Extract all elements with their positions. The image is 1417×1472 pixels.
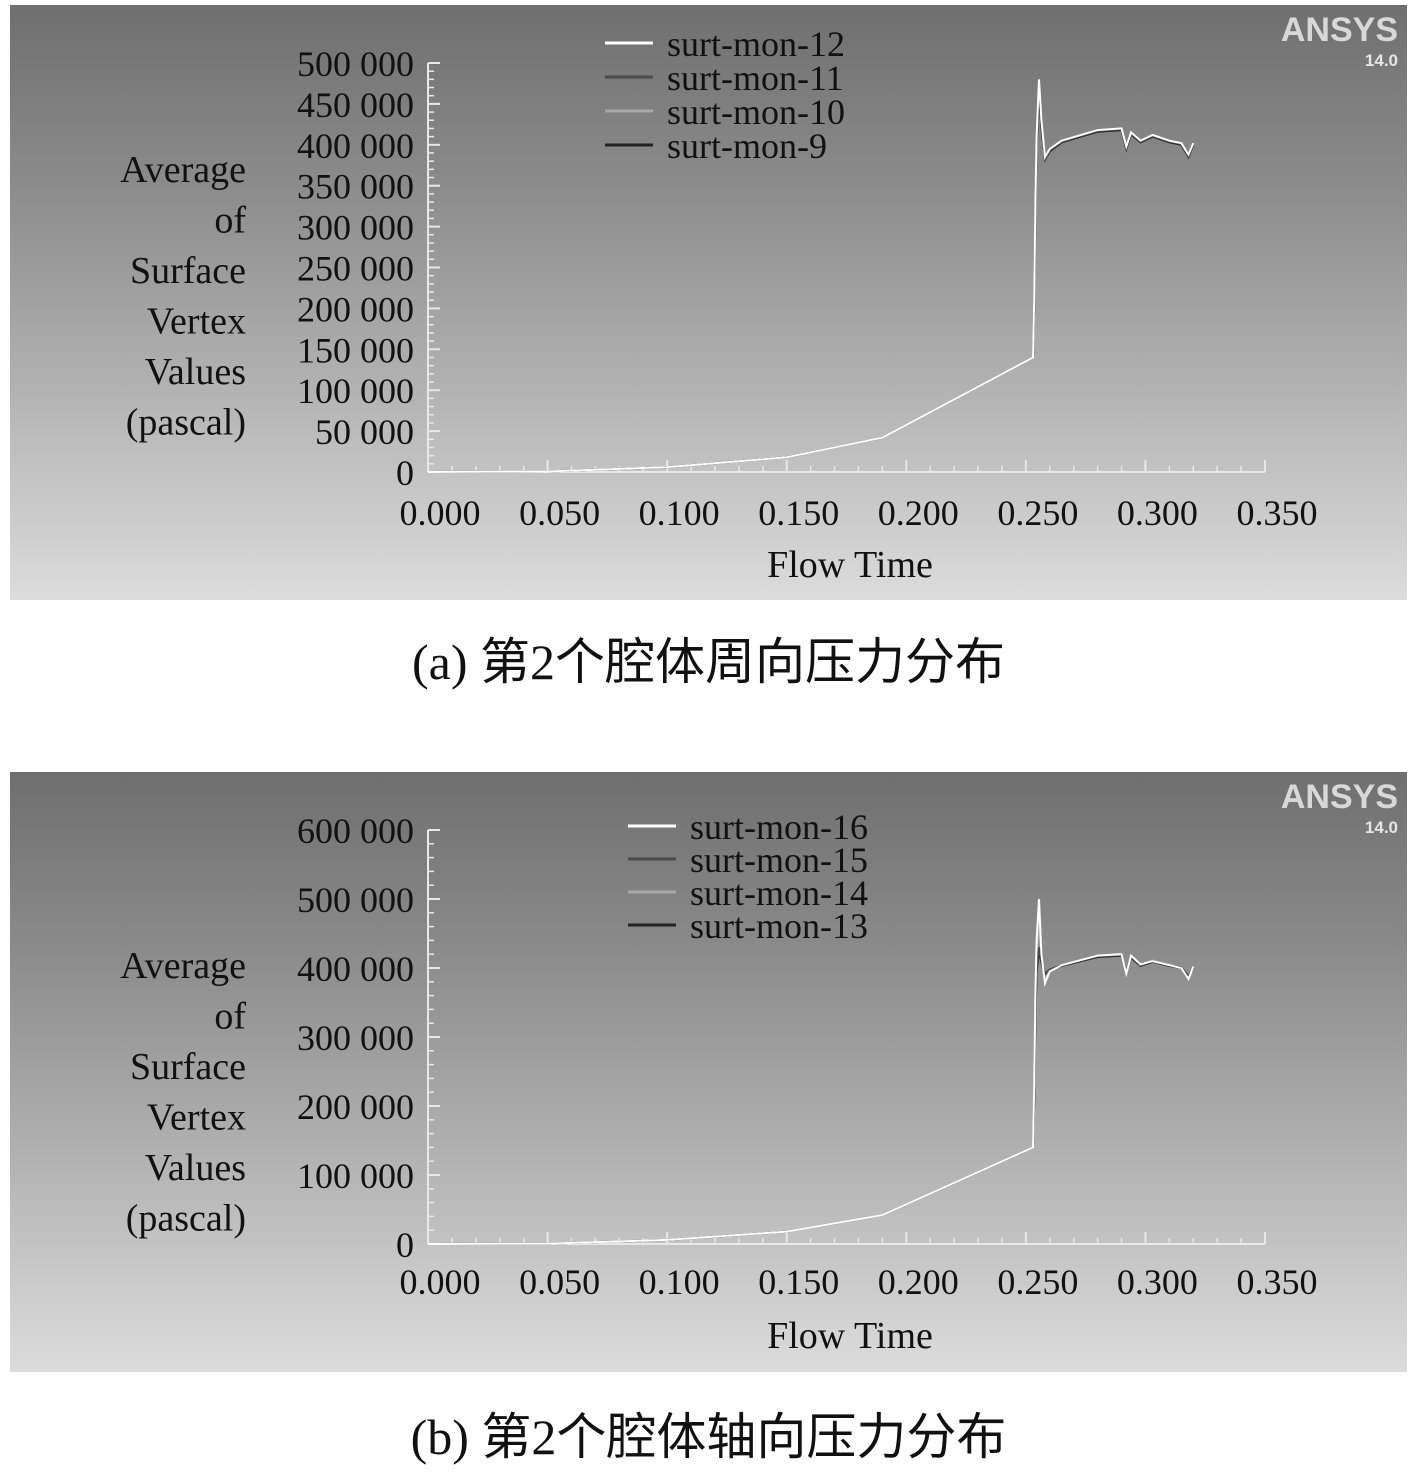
y-tick-label: 150 000 xyxy=(297,330,414,370)
x-tick-label: 0.050 xyxy=(519,1262,600,1302)
legend-label: surt-mon-10 xyxy=(667,92,845,132)
series-line-surt-mon-13 xyxy=(427,950,1195,1245)
legend-label: surt-mon-12 xyxy=(667,24,845,64)
y-axis-label-line: Surface xyxy=(130,250,246,292)
y-tick-label: 200 000 xyxy=(297,1087,414,1127)
y-tick-label: 350 000 xyxy=(297,167,414,207)
y-axis-label-line: Average xyxy=(120,149,246,191)
x-tick-label: 0.000 xyxy=(400,493,481,533)
x-tick-label: 0.200 xyxy=(878,1262,959,1302)
caption-b: (b) 第2个腔体轴向压力分布 xyxy=(410,1409,1007,1465)
legend-label: surt-mon-14 xyxy=(690,873,868,913)
x-tick-label: 0.250 xyxy=(997,493,1078,533)
x-tick-label: 0.350 xyxy=(1237,1262,1318,1302)
x-tick-label: 0.300 xyxy=(1117,1262,1198,1302)
x-axis-label: Flow Time xyxy=(767,1315,933,1357)
y-tick-label: 450 000 xyxy=(297,85,414,125)
series-line-surt-mon-15 xyxy=(427,947,1195,1245)
y-tick-label: 0 xyxy=(396,453,414,493)
x-tick-label: 0.050 xyxy=(519,493,600,533)
ansys-logo: ANSYS xyxy=(1281,11,1398,49)
y-axis-label-line: Surface xyxy=(130,1046,246,1088)
y-tick-label: 100 000 xyxy=(297,371,414,411)
series-line-surt-mon-14 xyxy=(427,919,1195,1245)
y-axis-label-line: (pascal) xyxy=(126,402,246,444)
y-tick-label: 0 xyxy=(396,1225,414,1265)
caption-a: (a) 第2个腔体周向压力分布 xyxy=(412,634,1005,690)
ansys-version: 14.0 xyxy=(1365,818,1398,837)
y-tick-label: 300 000 xyxy=(297,1018,414,1058)
y-axis-label-line: (pascal) xyxy=(126,1198,246,1240)
legend-label: surt-mon-13 xyxy=(690,906,868,946)
x-tick-label: 0.150 xyxy=(758,493,839,533)
y-axis-label-line: Values xyxy=(145,1147,246,1189)
y-tick-label: 100 000 xyxy=(297,1156,414,1196)
x-tick-label: 0.100 xyxy=(639,493,720,533)
x-tick-label: 0.250 xyxy=(997,1262,1078,1302)
y-axis-label-line: of xyxy=(214,996,246,1038)
y-tick-label: 600 000 xyxy=(297,811,414,851)
legend-label: surt-mon-9 xyxy=(667,126,827,166)
y-axis-label-line: Average xyxy=(120,945,246,987)
y-tick-label: 300 000 xyxy=(297,208,414,248)
y-tick-label: 500 000 xyxy=(297,44,414,84)
y-axis-label-line: Vertex xyxy=(147,1097,246,1139)
x-tick-label: 0.300 xyxy=(1117,493,1198,533)
chart-panel-a: 0 50 000 100 000 150 000 200 000 250 000 300 0… xyxy=(10,5,1407,600)
ansys-version: 14.0 xyxy=(1365,51,1398,70)
chart-panel-b: 0 100 000 200 000 300 000 400 000 500 000 600 … xyxy=(10,772,1407,1372)
legend-label: surt-mon-15 xyxy=(690,840,868,880)
series-line-surt-mon-12 xyxy=(427,79,1195,473)
y-tick-label: 500 000 xyxy=(297,880,414,920)
x-tick-label: 0.150 xyxy=(758,1262,839,1302)
y-axis-label-line: of xyxy=(214,200,246,242)
x-tick-label: 0.350 xyxy=(1237,493,1318,533)
legend-label: surt-mon-11 xyxy=(667,58,844,98)
x-tick-label: 0.200 xyxy=(878,493,959,533)
y-axis-label-line: Values xyxy=(145,351,246,393)
y-axis-label-line: Vertex xyxy=(147,301,246,343)
y-tick-label: 250 000 xyxy=(297,249,414,289)
x-axis-label: Flow Time xyxy=(767,544,933,586)
x-tick-label: 0.100 xyxy=(639,1262,720,1302)
series-line-surt-mon-16 xyxy=(427,898,1195,1245)
y-tick-label: 200 000 xyxy=(297,289,414,329)
line-chart-b: 0 100 000 200 000 300 000 400 000 500 000 600 … xyxy=(120,778,1398,1357)
ansys-logo: ANSYS xyxy=(1281,778,1398,816)
y-tick-label: 400 000 xyxy=(297,949,414,989)
x-tick-label: 0.000 xyxy=(400,1262,481,1302)
legend-label: surt-mon-16 xyxy=(690,807,868,847)
y-tick-label: 50 000 xyxy=(315,412,414,452)
y-tick-label: 400 000 xyxy=(297,126,414,166)
